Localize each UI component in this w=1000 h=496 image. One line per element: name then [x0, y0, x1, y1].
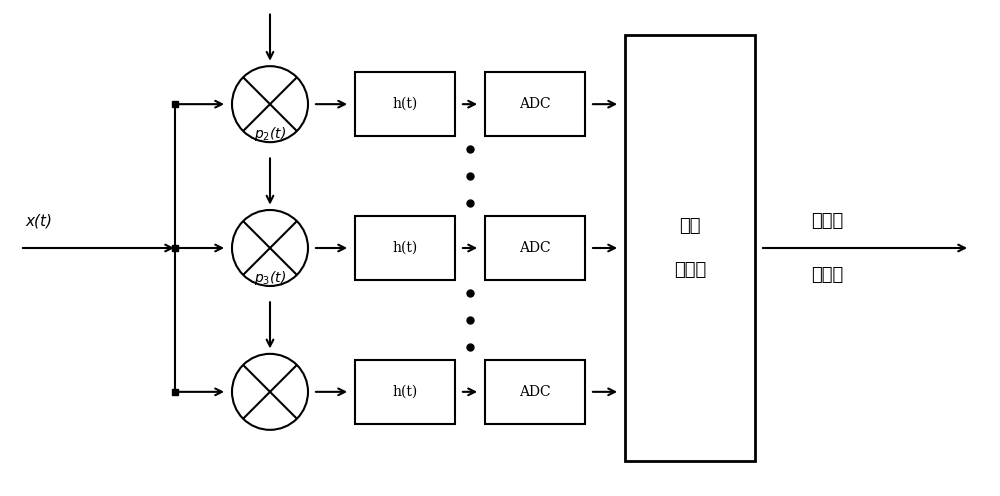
Bar: [485, 216, 585, 280]
Text: ADC: ADC: [519, 97, 551, 111]
Ellipse shape: [232, 210, 308, 286]
Text: p$_2$(t): p$_2$(t): [254, 125, 286, 143]
Text: 处理器: 处理器: [674, 261, 706, 279]
Bar: [355, 216, 455, 280]
Ellipse shape: [232, 66, 308, 142]
Text: ADC: ADC: [519, 385, 551, 399]
Text: h(t): h(t): [392, 97, 418, 111]
Text: 信号: 信号: [679, 217, 701, 235]
Bar: [485, 72, 585, 136]
Text: 恢复后: 恢复后: [811, 212, 844, 230]
Bar: [625, 35, 755, 461]
Text: p$_3$(t): p$_3$(t): [254, 269, 286, 287]
Bar: [485, 360, 585, 424]
Bar: [355, 72, 455, 136]
Ellipse shape: [232, 354, 308, 430]
Text: ADC: ADC: [519, 241, 551, 255]
Text: h(t): h(t): [392, 241, 418, 255]
Text: h(t): h(t): [392, 385, 418, 399]
Text: 的信号: 的信号: [811, 266, 844, 284]
Text: x(t): x(t): [25, 213, 52, 228]
Bar: [355, 360, 455, 424]
